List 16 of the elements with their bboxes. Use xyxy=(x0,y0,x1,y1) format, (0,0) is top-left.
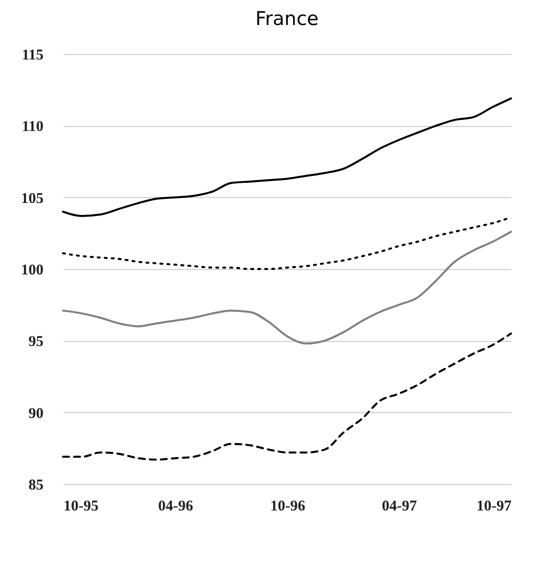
x-tick-label: 10-97 xyxy=(476,498,512,514)
y-tick-label: 105 xyxy=(21,190,44,207)
y-tick-label: 110 xyxy=(22,119,44,136)
line-series xyxy=(62,230,512,345)
y-tick-label: 90 xyxy=(28,406,44,422)
y-tick-label: 115 xyxy=(22,48,44,64)
y-tick-label: 85 xyxy=(28,478,44,494)
x-tick-label: 04-97 xyxy=(382,498,418,514)
line-series xyxy=(62,332,512,461)
x-tick-label: 10-95 xyxy=(64,498,98,514)
y-tick-label: 95 xyxy=(28,334,44,350)
x-tick-label: 10-96 xyxy=(270,498,306,514)
chart-title: France xyxy=(255,8,319,30)
x-tick-label: 04-96 xyxy=(158,498,194,514)
line-series xyxy=(62,97,512,217)
y-tick-label: 100 xyxy=(21,262,44,278)
